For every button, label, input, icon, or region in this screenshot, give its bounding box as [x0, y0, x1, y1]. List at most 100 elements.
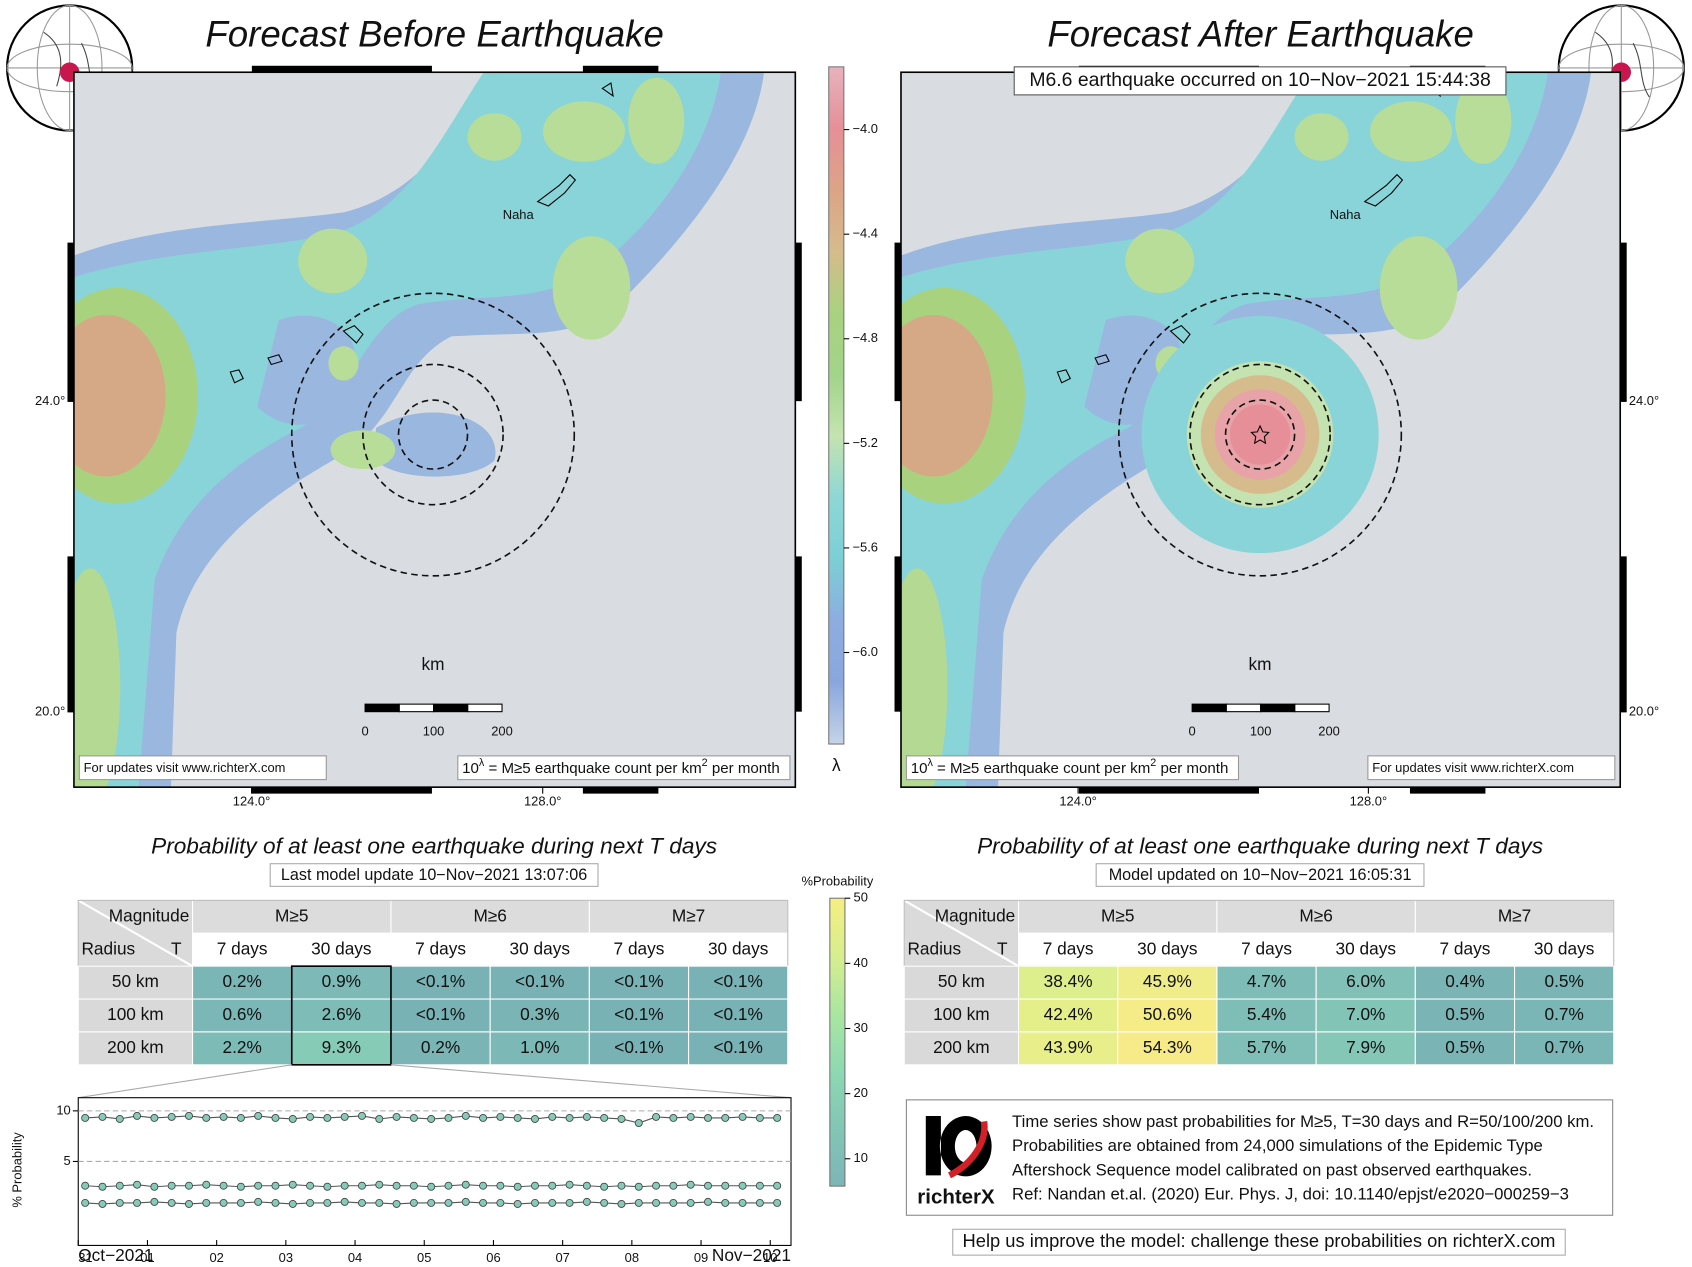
series-point	[548, 1181, 557, 1190]
row-radius: 50 km	[112, 971, 159, 991]
series-point	[530, 1198, 539, 1207]
series-point	[755, 1181, 764, 1190]
x-tick-label: 06	[486, 1250, 500, 1265]
probability-cell: 5.4%	[1247, 1004, 1286, 1024]
rate-green	[467, 113, 522, 161]
lat-label: 24.0°	[1629, 393, 1659, 408]
series-point	[323, 1113, 332, 1122]
info-line: Time series show past probabilities for …	[1012, 1112, 1594, 1131]
series-point	[409, 1181, 418, 1190]
table-subtitle: Last model update 10−Nov−2021 13:07:06	[281, 866, 587, 884]
probability-cell: <0.1%	[713, 1004, 762, 1024]
series-point	[150, 1113, 159, 1122]
series-point	[133, 1198, 142, 1207]
series-point	[652, 1181, 661, 1190]
rate-green	[298, 228, 368, 294]
map-title: Forecast After Earthquake	[1047, 13, 1474, 54]
plot-area	[77, 1097, 792, 1246]
colorbar-tick-label: −5.2	[852, 435, 878, 450]
lat-label: 20.0°	[35, 703, 65, 718]
series-point	[306, 1198, 315, 1207]
note-part: = M≥5 earthquake count per km	[484, 760, 701, 777]
probability-cell: 50.6%	[1143, 1004, 1192, 1024]
info-line: Aftershock Sequence model calibrated on …	[1012, 1160, 1532, 1179]
footer: Help us improve the model: challenge the…	[963, 1230, 1556, 1251]
table-cell	[1414, 965, 1516, 1000]
frame-bar	[1620, 242, 1627, 402]
x-tick-label: 02	[209, 1250, 223, 1265]
table-cell	[1315, 1031, 1416, 1066]
selected-column	[290, 965, 392, 1066]
header-magnitude-group: M≥6	[473, 905, 506, 925]
note-part: 2	[1150, 757, 1156, 769]
header-period: 30 days	[1336, 938, 1396, 958]
series-point	[755, 1113, 764, 1122]
table-cell	[489, 1031, 590, 1066]
header-period: 30 days	[510, 938, 570, 958]
series-point	[133, 1180, 142, 1189]
table-title: Probability of at least one earthquake d…	[977, 834, 1543, 859]
series-point	[271, 1113, 280, 1122]
updates-box: For updates visit www.richterX.com	[78, 755, 327, 781]
probability-cell: 0.5%	[1445, 1037, 1484, 1057]
colorbar-tick-label: −4.8	[852, 330, 878, 345]
note-box: 10λ = M≥5 earthquake count per km2 per m…	[457, 755, 791, 781]
colorbar-tick-label: −5.6	[852, 539, 878, 554]
scale-bar	[467, 703, 503, 713]
table-cell	[688, 1031, 789, 1066]
frame-bar	[251, 65, 432, 73]
frame-bar	[1620, 556, 1627, 712]
header-magnitude-group: M≥7	[672, 905, 705, 925]
series-point	[548, 1198, 557, 1207]
note-part: λ	[479, 757, 485, 769]
frame-bar	[67, 242, 74, 402]
series-point	[98, 1182, 107, 1191]
scale-label: 0	[361, 724, 368, 739]
info-line: Ref: Nandan et.al. (2020) Eur. Phys. J, …	[1012, 1185, 1569, 1204]
series-point	[288, 1114, 297, 1123]
x-tick-label: 04	[348, 1250, 362, 1265]
rate-green	[73, 568, 121, 788]
table-cell	[1017, 998, 1119, 1033]
series-point	[409, 1113, 418, 1122]
probability-cell: 45.9%	[1143, 971, 1192, 991]
y-axis-label: % Probability	[9, 1132, 24, 1208]
probability-cell: 0.9%	[322, 971, 361, 991]
header-t: T	[171, 938, 182, 958]
x-tick-label: 10	[763, 1250, 777, 1265]
scale-bar	[398, 703, 435, 713]
series-point	[652, 1112, 661, 1121]
series-point	[461, 1197, 470, 1206]
rate-green	[1370, 101, 1453, 162]
series-point	[357, 1111, 366, 1120]
series-point	[392, 1112, 401, 1121]
row-radius: 100 km	[933, 1004, 990, 1024]
series-point	[115, 1181, 124, 1190]
series-point	[773, 1113, 782, 1122]
series-point	[721, 1198, 730, 1207]
series-point	[686, 1180, 695, 1189]
series-point	[357, 1198, 366, 1207]
lat-label: 20.0°	[1629, 703, 1659, 718]
rate-green	[900, 568, 948, 788]
scale-bar	[1260, 703, 1296, 713]
map-title: Forecast Before Earthquake	[205, 13, 663, 54]
series-point	[392, 1199, 401, 1208]
series-point	[167, 1198, 176, 1207]
scale-label: 100	[423, 724, 445, 739]
frame-bar	[582, 65, 659, 73]
series-point	[703, 1181, 712, 1190]
series-point	[167, 1112, 176, 1121]
colorbar-tick-label: 10	[854, 1150, 868, 1165]
colorbar-tick-label: −4.0	[852, 121, 878, 136]
header-magnitude-group: M≥5	[1101, 905, 1134, 925]
table-subtitle-bg	[269, 863, 599, 887]
row-radius: 200 km	[933, 1037, 990, 1057]
series-point	[133, 1111, 142, 1120]
note-bg	[457, 755, 791, 781]
header-magnitude-group: M≥6	[1299, 905, 1332, 925]
series-point	[409, 1198, 418, 1207]
colorbar-label: %Probability	[801, 873, 873, 888]
radius-circle	[397, 399, 469, 470]
radius-circle	[290, 292, 576, 577]
